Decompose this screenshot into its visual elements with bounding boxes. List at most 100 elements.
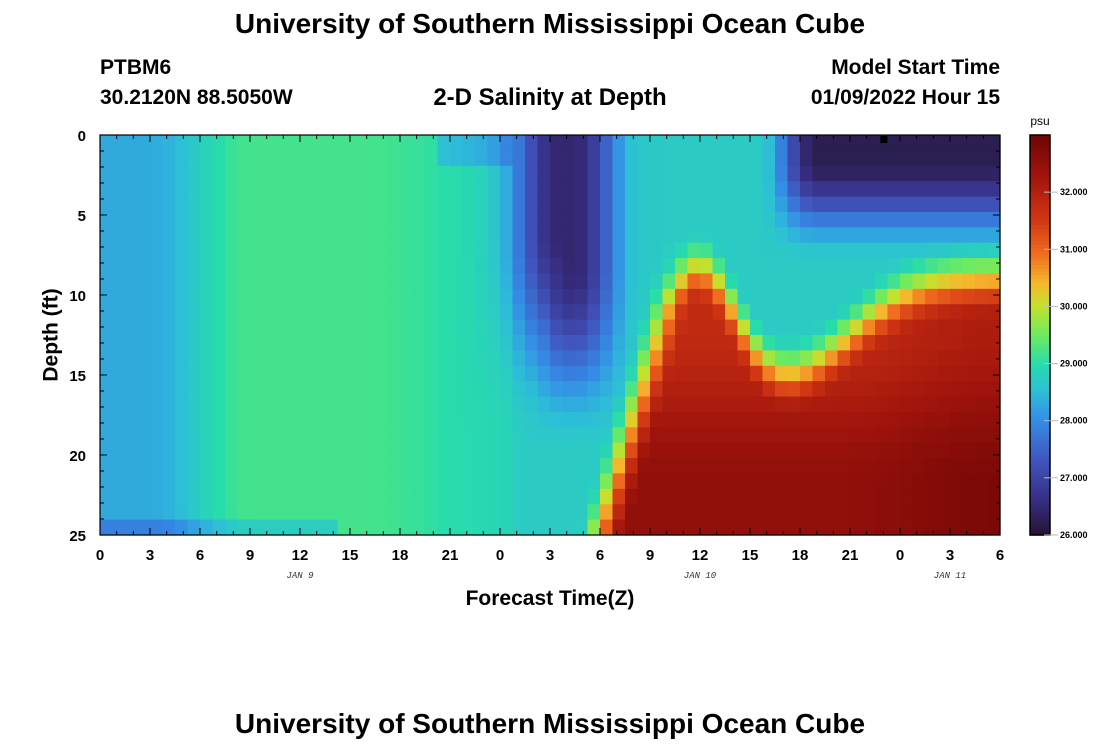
heatmap-cell	[825, 504, 839, 521]
heatmap-cell	[737, 181, 751, 198]
heatmap-cell	[275, 258, 289, 275]
colorbar-tick-label: 29.000	[1060, 359, 1088, 369]
heatmap-cell	[775, 350, 789, 367]
heatmap-cell	[525, 365, 539, 382]
heatmap-cell	[437, 196, 451, 213]
heatmap-cell	[237, 381, 251, 398]
heatmap-cell	[650, 227, 664, 244]
heatmap-cell	[775, 211, 789, 228]
colorbar-segment	[1030, 195, 1050, 199]
heatmap-cell	[837, 458, 851, 475]
heatmap-cell	[500, 350, 514, 367]
colorbar-segment	[1030, 308, 1050, 313]
heatmap-cell	[437, 304, 451, 321]
heatmap-cell	[962, 135, 976, 151]
heatmap-cell	[887, 150, 901, 167]
heatmap-cell	[475, 196, 489, 213]
heatmap-cell	[250, 242, 264, 259]
heatmap-cell	[800, 411, 814, 428]
heatmap-cell	[562, 458, 576, 475]
heatmap-cell	[200, 442, 214, 459]
heatmap-cell	[625, 150, 639, 167]
heatmap-cell	[387, 211, 401, 228]
colorbar-segment	[1030, 528, 1050, 533]
heatmap-cell	[612, 165, 626, 182]
heatmap-cell	[175, 273, 189, 290]
colorbar-segment	[1030, 521, 1050, 526]
heatmap-cell	[437, 181, 451, 198]
heatmap-cell	[950, 150, 964, 167]
heatmap-cell	[812, 242, 826, 259]
heatmap-cell	[937, 519, 951, 536]
heatmap-cell	[750, 273, 764, 290]
heatmap-cell	[500, 319, 514, 336]
heatmap-cell	[325, 335, 339, 351]
heatmap-cell	[425, 181, 439, 198]
heatmap-cell	[875, 273, 889, 290]
heatmap-cell	[312, 165, 326, 182]
heatmap-cell	[525, 427, 539, 444]
heatmap-cell	[112, 304, 126, 321]
heatmap-cell	[737, 211, 751, 228]
heatmap-cell	[412, 273, 426, 290]
heatmap-cell	[175, 365, 189, 382]
heatmap-cell	[637, 473, 651, 490]
colorbar-segment	[1030, 148, 1050, 153]
heatmap-cell	[562, 181, 576, 198]
heatmap-cell	[900, 211, 914, 228]
heatmap-cell	[825, 165, 839, 182]
heatmap-cell	[275, 504, 289, 521]
heatmap-cell	[675, 427, 689, 444]
heatmap-cell	[812, 288, 826, 305]
heatmap-cell	[962, 411, 976, 428]
heatmap-cell	[300, 135, 314, 151]
heatmap-cell	[225, 273, 239, 290]
heatmap-cell	[800, 258, 814, 275]
x-tick-label: 0	[96, 547, 104, 564]
heatmap-cell	[125, 319, 139, 336]
heatmap-cell	[162, 227, 176, 244]
heatmap-cell	[237, 150, 251, 167]
page-title: University of Southern Mississippi Ocean…	[234, 8, 866, 39]
heatmap-cell	[487, 411, 501, 428]
heatmap-cell	[562, 335, 576, 351]
heatmap-cell	[550, 381, 564, 398]
heatmap-cell	[600, 319, 614, 336]
heatmap-cell	[837, 304, 851, 321]
heatmap-cell	[812, 335, 826, 351]
heatmap-cell	[637, 135, 651, 151]
heatmap-cell	[675, 165, 689, 182]
heatmap-cell	[100, 165, 114, 182]
heatmap-cell	[825, 458, 839, 475]
heatmap-cell	[737, 196, 751, 213]
heatmap-cell	[525, 488, 539, 505]
heatmap-cell	[887, 227, 901, 244]
colorbar-segment	[1030, 241, 1050, 246]
heatmap-cell	[775, 396, 789, 413]
heatmap-cell	[862, 381, 876, 398]
heatmap-cell	[950, 319, 964, 336]
heatmap-cell	[550, 519, 564, 536]
heatmap-cell	[562, 288, 576, 305]
heatmap-cell	[587, 150, 601, 167]
heatmap-cell	[275, 488, 289, 505]
heatmap-cell	[225, 350, 239, 367]
heatmap-cell	[175, 196, 189, 213]
heatmap-cell	[800, 273, 814, 290]
heatmap-cells	[100, 135, 1001, 536]
heatmap-cell	[912, 488, 926, 505]
heatmap-cell	[312, 288, 326, 305]
heatmap-cell	[700, 227, 714, 244]
heatmap-cell	[250, 150, 264, 167]
heatmap-cell	[962, 211, 976, 228]
heatmap-cell	[425, 458, 439, 475]
heatmap-cell	[475, 519, 489, 536]
colorbar-segment	[1030, 418, 1050, 423]
heatmap-cell	[187, 304, 201, 321]
heatmap-cell	[625, 488, 639, 505]
heatmap-cell	[987, 442, 1001, 459]
heatmap-cell	[262, 258, 276, 275]
heatmap-cell	[525, 350, 539, 367]
heatmap-cell	[187, 319, 201, 336]
heatmap-cell	[262, 411, 276, 428]
